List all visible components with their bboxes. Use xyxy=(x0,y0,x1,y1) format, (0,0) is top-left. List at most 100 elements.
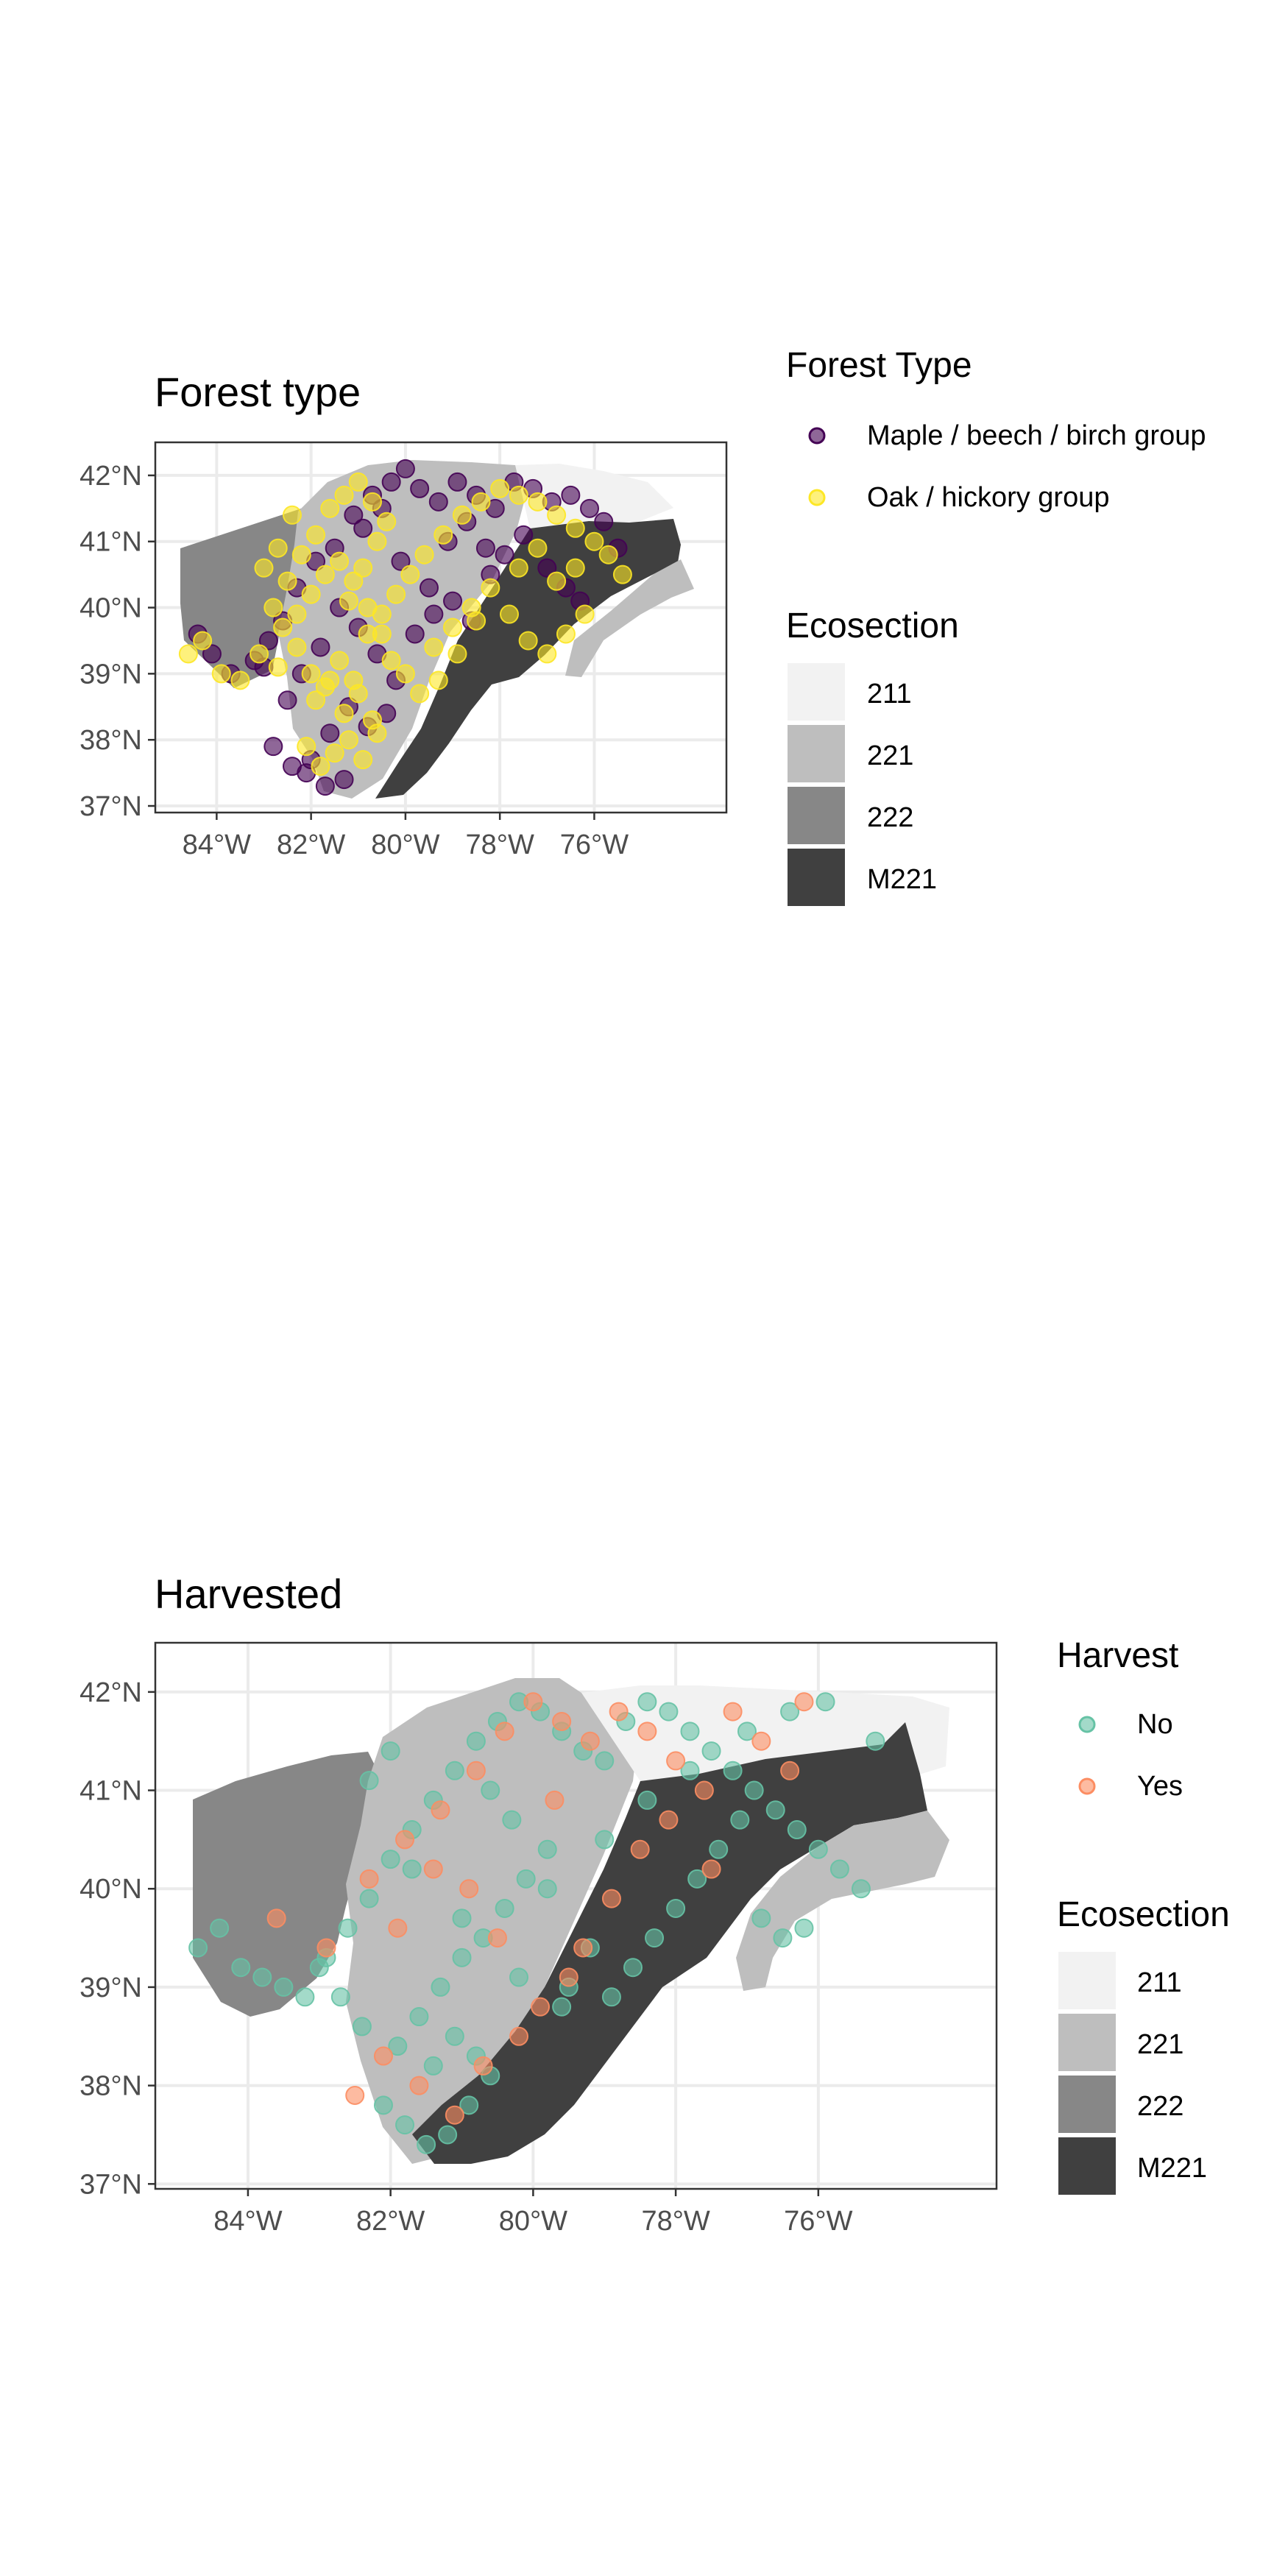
harvested-points xyxy=(188,1692,885,2154)
forest-type-point-oak-hickory-group xyxy=(178,644,198,664)
forest-type-point-maple-beech-birch-group xyxy=(315,776,335,796)
harvested-point-yes xyxy=(559,1967,578,1987)
harvested-point-yes xyxy=(473,2056,493,2076)
forest-type-point-maple-beech-birch-group xyxy=(514,525,534,545)
harvested-axis-ticks: 84°W 82°W 80°W 78°W 76°W 37°N 38°N 39°N 40°N 41°N… xyxy=(79,1677,853,2237)
harvested-point-yes xyxy=(495,1722,514,1741)
ecosection-222-key-1 xyxy=(788,787,845,844)
harvested-point-yes xyxy=(723,1702,743,1722)
ecosection-221-key-2 xyxy=(1058,2014,1116,2071)
ecosection-legend-title-1: Ecosection xyxy=(786,606,959,645)
harvested-point-no xyxy=(808,1839,828,1859)
forest-type-point-oak-hickory-group xyxy=(410,684,430,704)
harvested-point-no xyxy=(737,1722,757,1741)
harvested-point-no xyxy=(666,1898,686,1918)
forest-type-point-oak-hickory-group xyxy=(334,485,354,505)
harvested-point-no xyxy=(252,1967,272,1987)
harvested-point-yes xyxy=(523,1692,543,1712)
ecosection-m221-region xyxy=(375,519,681,799)
harvested-point-yes xyxy=(266,1908,286,1928)
harvested-plot-area: 84°W 82°W 80°W 78°W 76°W 37°N 38°N 39°N 40°N 41°N… xyxy=(79,1641,998,2237)
ecosection-211-key-1 xyxy=(788,663,845,721)
harvested-panel: Harvested 84°W 82°W 80°W 78°W 76°W 37°N 38°N 39… xyxy=(79,1571,1230,2237)
harvested-ytick-label: 42°N xyxy=(79,1677,142,1708)
forest-type-point-maple-beech-birch-group xyxy=(561,485,581,505)
harvested-point-no xyxy=(423,2056,443,2076)
harvested-point-yes xyxy=(388,1918,408,1938)
ecosection-221-east-region xyxy=(565,559,694,677)
forest-type-point-maple-beech-birch-group xyxy=(353,518,373,538)
forest-type-point-oak-hickory-group xyxy=(334,704,354,723)
forest-type-point-oak-hickory-group xyxy=(263,598,283,618)
forest-type-point-oak-hickory-group xyxy=(320,670,340,690)
forest-type-point-oak-hickory-group xyxy=(250,644,269,664)
harvested-point-no xyxy=(595,1830,615,1850)
forest-type-point-maple-beech-birch-group xyxy=(334,770,354,790)
harvested-point-no xyxy=(509,1967,529,1987)
forest-type-point-oak-hickory-group xyxy=(509,485,528,505)
harvested-point-no xyxy=(701,1741,721,1761)
forest-type-point-maple-beech-birch-group xyxy=(419,578,439,598)
harvested-point-no xyxy=(452,1947,472,1967)
harvested-point-no xyxy=(231,1958,251,1978)
legend-oak-key xyxy=(808,489,826,506)
forest-type-point-oak-hickory-group xyxy=(367,723,387,743)
harvested-point-yes xyxy=(659,1810,679,1830)
harvested-point-no xyxy=(537,1839,557,1859)
harvested-point-no xyxy=(645,1928,665,1948)
legend-yes-key xyxy=(1078,1777,1096,1795)
harvested-point-yes xyxy=(573,1938,593,1958)
harvested-point-no xyxy=(409,2007,429,2027)
forest-type-point-oak-hickory-group xyxy=(443,618,463,637)
forest-type-point-oak-hickory-group xyxy=(277,571,297,591)
forest-type-axis-ticks: 84°W 82°W 80°W 78°W 76°W 37°N 38°N 39°N 40°N 41°N… xyxy=(79,461,629,860)
harvested-point-yes xyxy=(359,1869,379,1889)
forest-type-ytick-label: 37°N xyxy=(79,791,142,822)
harvested-point-yes xyxy=(531,1997,551,2017)
harvested-point-no xyxy=(744,1780,764,1800)
harvested-legend-title: Harvest xyxy=(1057,1636,1178,1675)
harvested-point-no xyxy=(395,2115,415,2135)
harvested-point-no xyxy=(659,1702,679,1722)
forest-type-point-oak-hickory-group xyxy=(273,618,293,637)
forest-type-legend-title: Forest Type xyxy=(786,346,972,385)
harvested-point-yes xyxy=(780,1761,800,1780)
harvested-point-no xyxy=(438,2125,458,2145)
forest-type-point-oak-hickory-group xyxy=(211,664,231,684)
forest-type-point-oak-hickory-group xyxy=(268,657,288,677)
ecosection-222-key-2 xyxy=(1058,2076,1116,2133)
forest-type-point-maple-beech-birch-group xyxy=(344,505,364,525)
harvested-point-no xyxy=(730,1810,750,1830)
forest-type-point-oak-hickory-group xyxy=(230,670,250,690)
legend-yes-label: Yes xyxy=(1137,1771,1183,1802)
harvested-point-no xyxy=(794,1918,814,1938)
harvested-xtick-label: 78°W xyxy=(641,2206,710,2237)
forest-type-point-maple-beech-birch-group xyxy=(202,644,222,664)
harvested-point-no xyxy=(552,1997,572,2017)
harvested-point-no xyxy=(295,1987,315,2007)
forest-type-point-maple-beech-birch-group xyxy=(381,472,401,492)
forest-type-point-oak-hickory-group xyxy=(363,492,383,512)
harvested-point-no xyxy=(815,1692,835,1712)
harvested-point-yes xyxy=(552,1711,572,1731)
harvested-point-yes xyxy=(431,1800,450,1820)
forest-type-point-oak-hickory-group xyxy=(330,651,350,670)
harvested-point-yes xyxy=(509,2026,529,2046)
forest-type-points xyxy=(178,459,632,796)
forest-type-point-maple-beech-birch-group xyxy=(475,538,495,558)
harvested-point-no xyxy=(330,1987,350,2007)
ecosection-m221-key-1 xyxy=(788,849,845,906)
forest-type-point-maple-beech-birch-group xyxy=(395,459,415,478)
forest-type-point-oak-hickory-group xyxy=(311,757,330,776)
harvested-point-yes xyxy=(630,1839,650,1859)
harvested-point-no xyxy=(687,1869,707,1889)
forest-type-point-oak-hickory-group xyxy=(428,670,448,690)
forest-type-ytick-label: 41°N xyxy=(79,527,142,558)
harvested-point-no xyxy=(829,1859,849,1879)
forest-type-point-oak-hickory-group xyxy=(301,664,321,684)
harvested-point-no xyxy=(388,2037,408,2056)
ecosection-222-label-1: 222 xyxy=(867,802,913,833)
harvested-point-no xyxy=(445,1761,464,1780)
forest-type-point-oak-hickory-group xyxy=(424,637,444,657)
forest-type-point-oak-hickory-group xyxy=(193,631,213,651)
